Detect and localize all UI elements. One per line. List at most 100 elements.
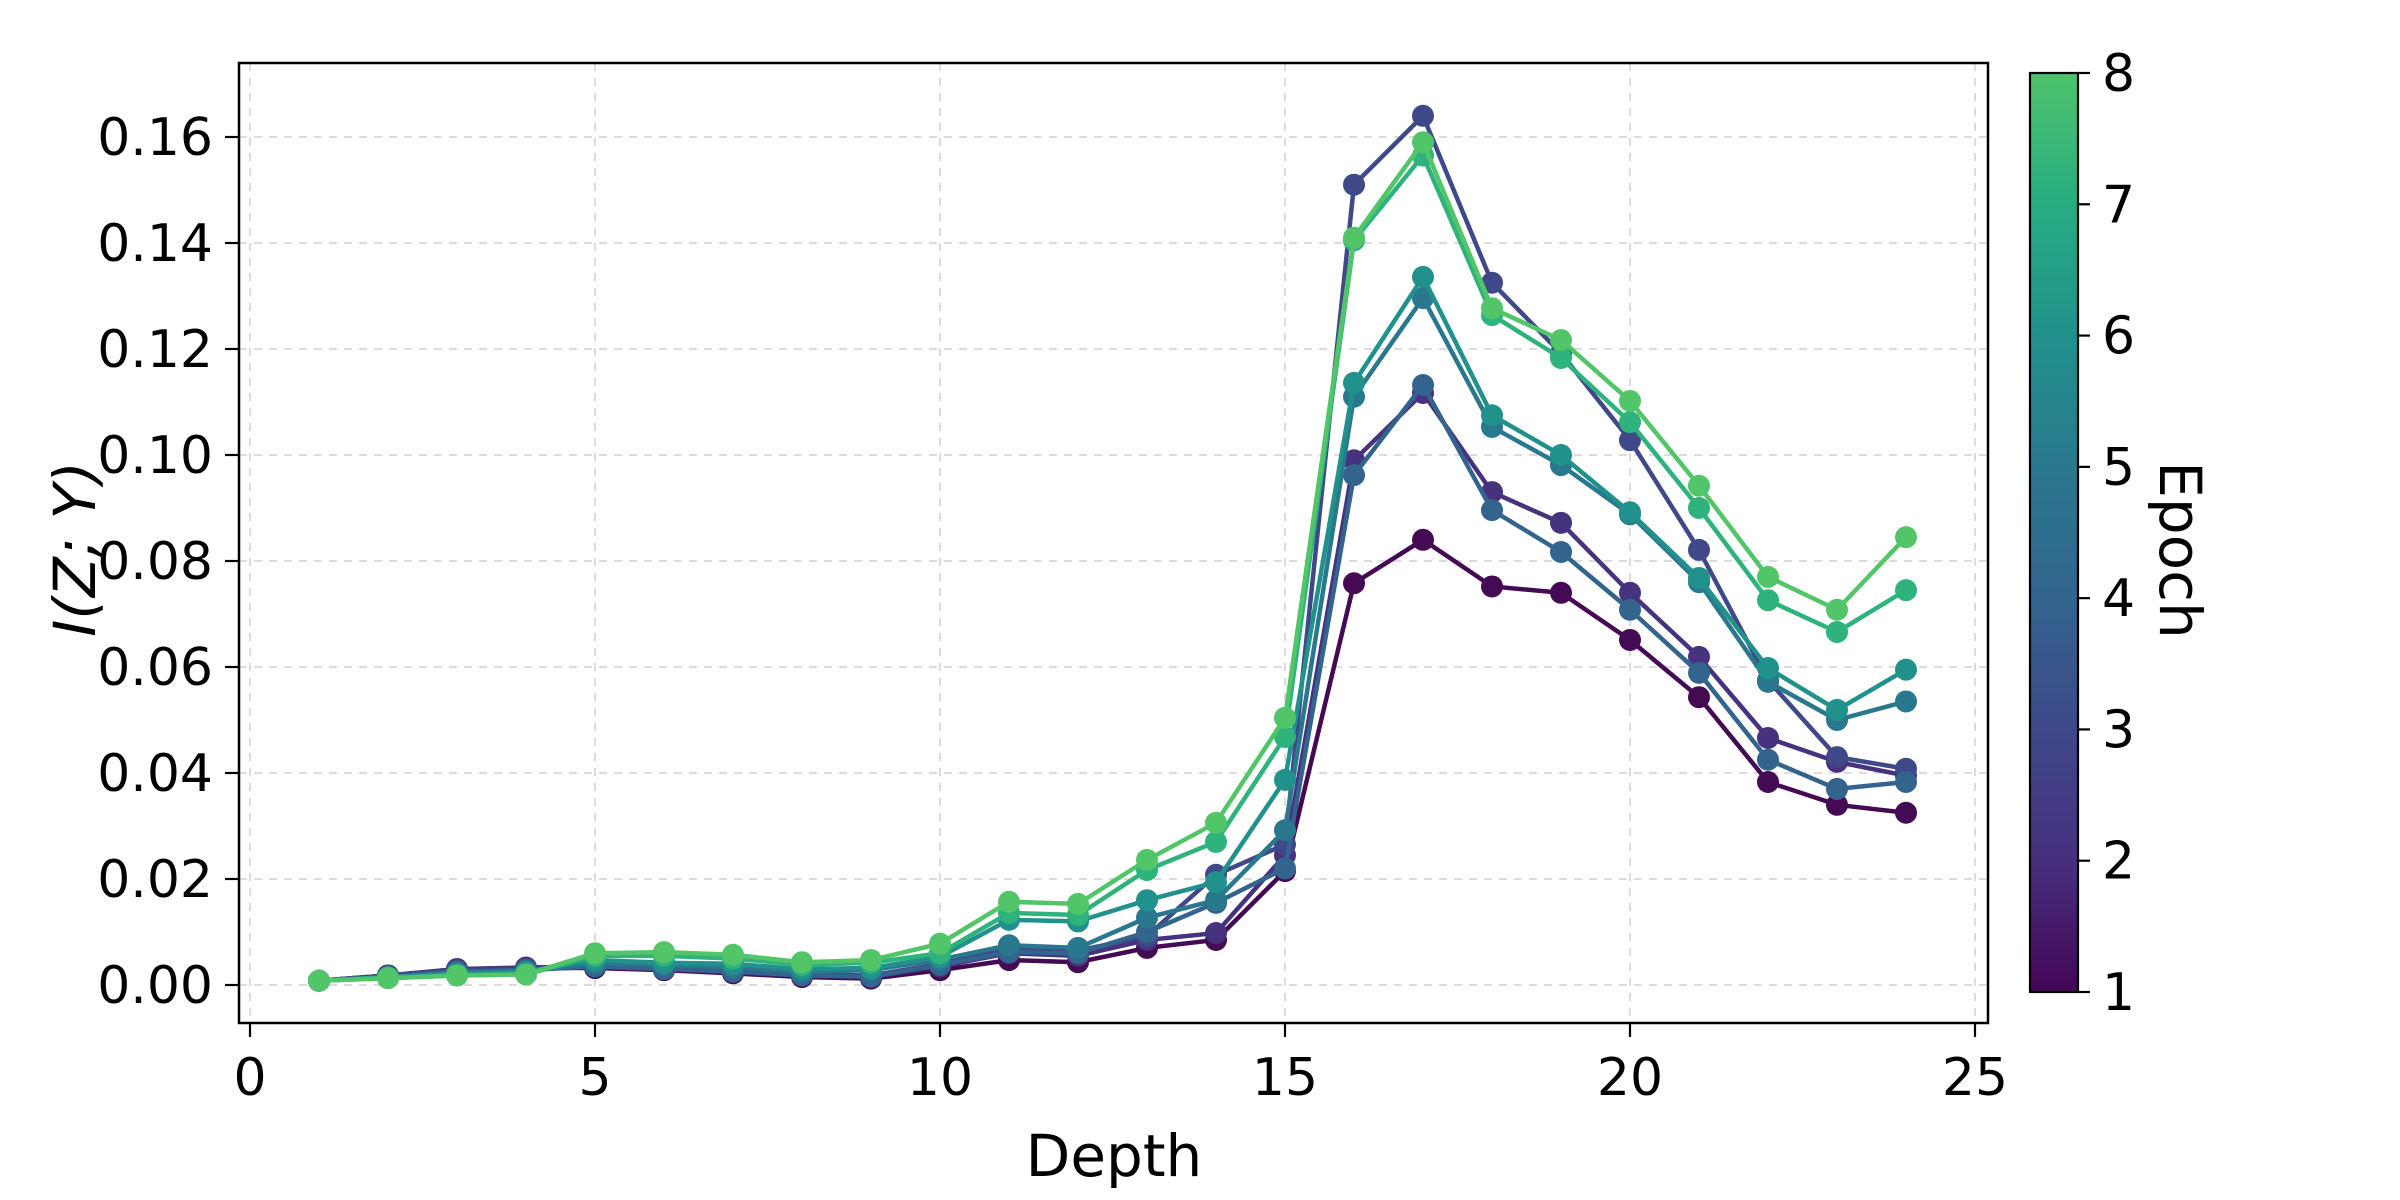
- data-point: [1136, 889, 1158, 912]
- data-point: [1412, 265, 1434, 288]
- y-tick-label-0.00: 0.00: [97, 956, 213, 1016]
- data-point: [515, 963, 537, 986]
- x-tick-label-5: 5: [578, 1048, 611, 1108]
- data-point: [1688, 497, 1710, 519]
- y-tick-label-0.14: 0.14: [97, 214, 213, 274]
- data-point: [1274, 768, 1296, 791]
- data-point: [308, 969, 330, 992]
- colorbar-tick-label-6: 6: [2102, 307, 2135, 367]
- data-point: [998, 890, 1020, 913]
- plot-spines: [237, 61, 1990, 1025]
- data-point: [1481, 575, 1503, 598]
- data-point: [1619, 501, 1641, 524]
- data-point: [1619, 598, 1641, 621]
- data-point: [1826, 777, 1848, 800]
- y-tick-label-0.06: 0.06: [97, 638, 213, 698]
- y-tick-label-0.16: 0.16: [97, 108, 213, 168]
- data-point: [1550, 540, 1572, 563]
- data-point: [1757, 748, 1779, 771]
- data-point: [1826, 746, 1848, 769]
- tick-labels: 0 5 10 15 20 25 0.00 0.02 0.04 0.06 0.08 0.10 0.12 0.…: [97, 108, 2008, 1108]
- data-point: [1067, 892, 1089, 915]
- data-point: [1550, 444, 1572, 466]
- data-point: [1550, 328, 1572, 351]
- data-point: [1481, 404, 1503, 427]
- data-point: [584, 942, 606, 965]
- data-point: [1205, 922, 1227, 945]
- data-point: [1205, 830, 1227, 853]
- y-tick-label-0.08: 0.08: [97, 532, 213, 592]
- data-point: [722, 943, 744, 966]
- series-line: [316, 382, 1909, 984]
- data-point: [1343, 572, 1365, 595]
- data-point: [1757, 565, 1779, 588]
- data-point: [1895, 690, 1917, 713]
- data-point: [1205, 889, 1227, 912]
- data-point: [1757, 727, 1779, 750]
- data-point: [1343, 371, 1365, 394]
- data-point: [1412, 528, 1434, 551]
- data-point: [653, 941, 675, 964]
- data-point: [1550, 581, 1572, 604]
- data-point: [1205, 811, 1227, 834]
- x-tick-label-10: 10: [907, 1048, 973, 1108]
- data-point: [1619, 389, 1641, 412]
- colorbar-label: Epoch: [2146, 461, 2214, 639]
- data-point: [1826, 698, 1848, 721]
- y-tick-label-0.10: 0.10: [97, 426, 213, 486]
- y-tick-label-0.12: 0.12: [97, 320, 213, 380]
- data-point: [1205, 871, 1227, 894]
- data-point: [1412, 131, 1434, 154]
- y-tick-label-0.04: 0.04: [97, 744, 213, 804]
- data-point: [998, 934, 1020, 957]
- data-point: [1688, 474, 1710, 497]
- colorbar-tick-label-2: 2: [2102, 832, 2135, 892]
- data-point: [1274, 819, 1296, 842]
- data-point: [1343, 464, 1365, 487]
- colorbar: [2030, 73, 2078, 992]
- data-point: [1136, 848, 1158, 871]
- data-point: [1619, 411, 1641, 434]
- data-point: [1757, 589, 1779, 612]
- series-line: [316, 274, 1909, 984]
- data-point: [1895, 526, 1917, 549]
- y-tick-label-0.02: 0.02: [97, 850, 213, 910]
- colorbar-tick-label-5: 5: [2102, 438, 2135, 498]
- colorbar-outline: [2028, 71, 2080, 994]
- data-point: [1067, 936, 1089, 959]
- data-point: [1619, 628, 1641, 651]
- data-point: [1895, 658, 1917, 681]
- data-point: [1895, 579, 1917, 602]
- x-tick-label-15: 15: [1252, 1048, 1318, 1108]
- data-point: [1481, 297, 1503, 320]
- colorbar-tick-label-7: 7: [2102, 175, 2135, 235]
- data-point: [791, 951, 813, 974]
- data-point: [446, 964, 468, 987]
- axis-ticks: [225, 135, 1977, 1037]
- data-point: [1688, 566, 1710, 589]
- data-point: [1688, 686, 1710, 709]
- y-axis-label: I(Z; Y): [41, 461, 109, 637]
- colorbar-tick-label-3: 3: [2102, 700, 2135, 760]
- data-point: [860, 949, 882, 972]
- colorbar-tick-label-8: 8: [2102, 44, 2135, 104]
- x-tick-label-25: 25: [1942, 1048, 2008, 1108]
- data-point: [1274, 706, 1296, 729]
- data-point: [1826, 598, 1848, 621]
- data-point: [1895, 771, 1917, 794]
- data-point: [1688, 661, 1710, 684]
- data-point: [1274, 857, 1296, 880]
- colorbar-tick-label-4: 4: [2102, 569, 2135, 629]
- data-point: [1550, 511, 1572, 534]
- data-point: [1550, 347, 1572, 370]
- data-point: [929, 932, 951, 955]
- data-point: [1619, 429, 1641, 452]
- data-point: [1343, 173, 1365, 196]
- data-point: [1826, 793, 1848, 816]
- series-line: [316, 140, 1909, 984]
- colorbar-tick-label-1: 1: [2102, 963, 2135, 1023]
- data-point: [1757, 771, 1779, 794]
- data-point: [1412, 104, 1434, 127]
